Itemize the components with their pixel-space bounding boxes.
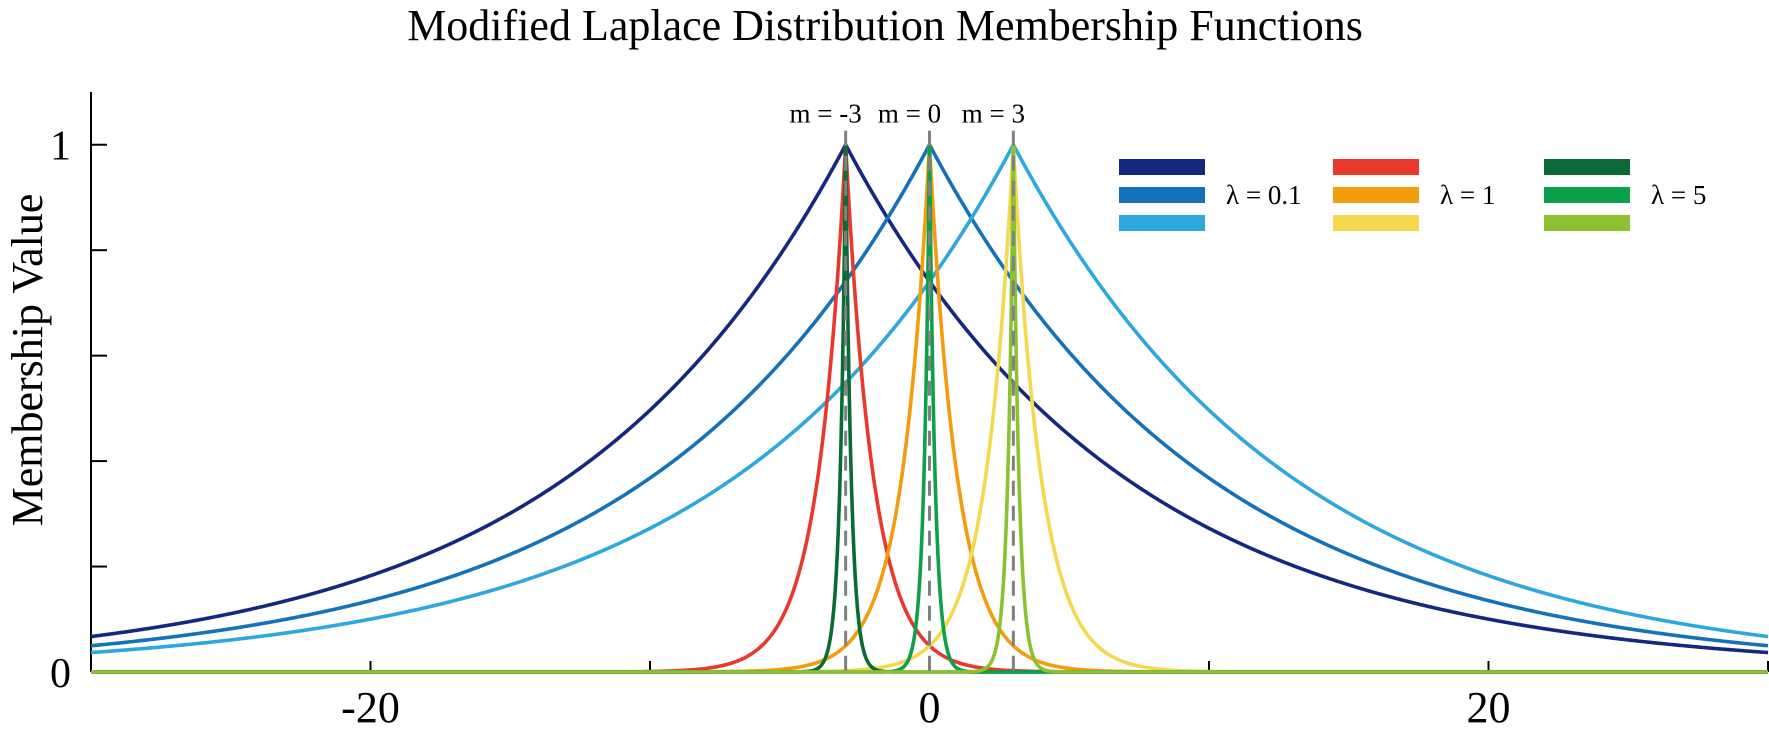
legend-swatch bbox=[1119, 159, 1205, 175]
x-tick-label: -20 bbox=[341, 683, 400, 732]
legend-swatch bbox=[1544, 215, 1630, 231]
legend-swatch bbox=[1544, 159, 1630, 175]
y-tick-label: 1 bbox=[50, 124, 71, 170]
legend-swatch bbox=[1333, 215, 1419, 231]
legend-label: λ = 1 bbox=[1440, 180, 1495, 210]
legend-swatch bbox=[1119, 215, 1205, 231]
curve-lambda-5-m-3 bbox=[90, 142, 1769, 674]
x-tick-label: 0 bbox=[919, 683, 941, 732]
legend-swatch bbox=[1119, 187, 1205, 203]
center-label: m = 0 bbox=[878, 99, 941, 129]
plot-area: -20 0 20 0 1 m = -3 m = 0 m = 3 λ = 0.1 λ = 1 λ = … bbox=[50, 92, 1769, 732]
y-axis-label: Membership Value bbox=[3, 194, 52, 527]
legend-label: λ = 5 bbox=[1651, 180, 1706, 210]
y-tick-label: 0 bbox=[50, 651, 71, 697]
center-label: m = 3 bbox=[962, 99, 1025, 129]
legend-swatch bbox=[1544, 187, 1630, 203]
chart-title: Modified Laplace Distribution Membership… bbox=[407, 1, 1363, 50]
x-tick-label: 20 bbox=[1467, 683, 1511, 732]
center-label: m = -3 bbox=[790, 99, 862, 129]
legend-swatch bbox=[1333, 159, 1419, 175]
legend-label: λ = 0.1 bbox=[1226, 180, 1302, 210]
legend-swatch bbox=[1333, 187, 1419, 203]
